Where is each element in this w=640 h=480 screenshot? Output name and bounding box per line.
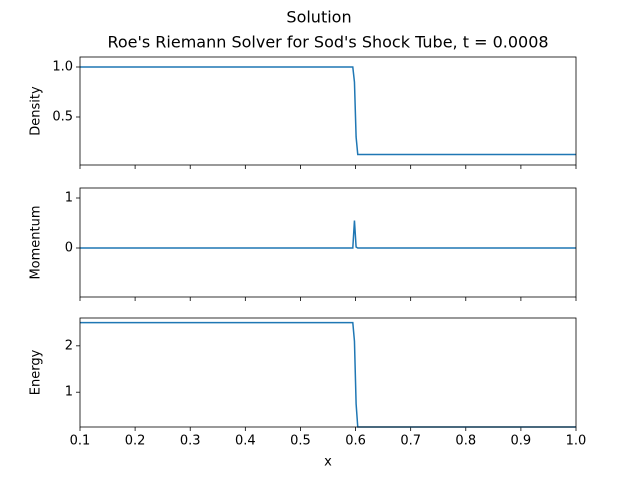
x-tick-label: 0.8 (455, 434, 476, 449)
axes-frame (79, 317, 577, 428)
y-axis-label: Energy (29, 349, 44, 395)
y-tick-label: 2 (65, 338, 73, 353)
y-tick-label: 1 (65, 385, 73, 400)
y-tick-label: 1.0 (52, 60, 73, 75)
figure-title: Solution (286, 8, 351, 27)
x-tick-label: 1.0 (566, 434, 587, 449)
y-axis-label: Momentum (29, 205, 44, 279)
data-line (80, 321, 576, 428)
x-tick-label: 0.3 (180, 434, 201, 449)
x-tick-label: 0.2 (125, 434, 146, 449)
x-axis-label: x (324, 455, 332, 470)
y-tick-label: 1 (65, 191, 73, 206)
x-tick-label: 0.5 (290, 434, 311, 449)
y-axis-label: Density (29, 86, 44, 136)
chart-title: Roe's Riemann Solver for Sod's Shock Tub… (107, 33, 548, 52)
x-tick-label: 0.1 (70, 434, 91, 449)
y-tick-label: 0.5 (52, 110, 73, 125)
data-line (80, 220, 576, 249)
axes-frame (79, 56, 577, 166)
x-tick-label: 0.4 (235, 434, 256, 449)
x-tick-label: 0.9 (511, 434, 532, 449)
x-tick-label: 0.7 (400, 434, 421, 449)
data-line (80, 66, 576, 156)
axes-frame (79, 187, 577, 298)
x-tick-label: 0.6 (345, 434, 366, 449)
y-tick-label: 0 (65, 241, 73, 256)
